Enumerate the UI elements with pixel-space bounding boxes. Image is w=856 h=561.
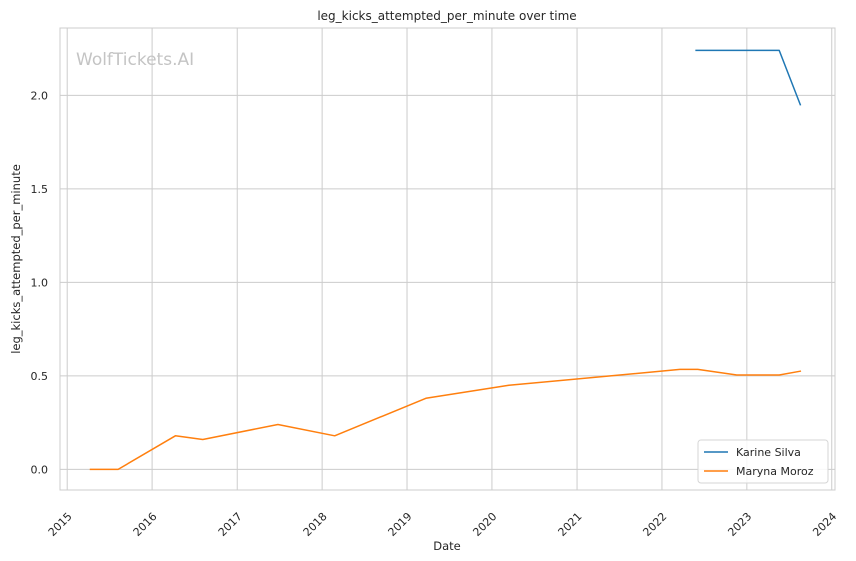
x-axis-title: Date [433,539,461,553]
legend-label: Maryna Moroz [736,465,814,478]
chart-title: leg_kicks_attempted_per_minute over time [317,9,576,23]
series-lines [89,49,802,471]
y-tick-labels: 0.0 0.5 1.0 1.5 2.0 [31,89,49,476]
legend: Karine Silva Maryna Moroz [697,439,829,484]
legend-box [697,439,829,484]
y-tick-label: 1.5 [31,183,49,196]
watermark: WolfTickets.AI [76,50,194,70]
plot-area-frame [59,27,836,491]
legend-label: Karine Silva [736,446,801,459]
y-tick-label: 1.0 [31,276,49,289]
series-line-0 [695,49,802,106]
y-tick-label: 2.0 [31,89,49,102]
y-axis-title: leg_kicks_attempted_per_minute [9,164,23,354]
y-tick-label: 0.0 [31,463,49,476]
y-tick-label: 0.5 [31,370,49,383]
series-line-1 [89,368,802,471]
